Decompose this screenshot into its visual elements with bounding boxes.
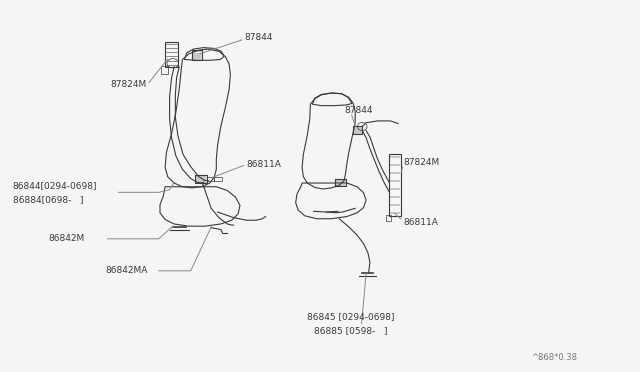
Text: 86842MA: 86842MA — [106, 266, 148, 275]
Text: 86811A: 86811A — [246, 160, 281, 169]
Bar — [192, 50, 202, 60]
Text: 86884[0698-   ]: 86884[0698- ] — [13, 195, 83, 204]
Text: 86842M: 86842M — [48, 234, 84, 243]
Text: 87844: 87844 — [344, 106, 373, 115]
Bar — [161, 66, 168, 74]
Bar — [165, 42, 178, 67]
Text: 87824M: 87824M — [110, 80, 147, 89]
Text: 87824M: 87824M — [403, 158, 440, 167]
Bar — [386, 215, 391, 221]
Text: 86885 [0598-   ]: 86885 [0598- ] — [314, 326, 387, 335]
Text: 87844: 87844 — [244, 33, 273, 42]
Bar — [207, 177, 214, 181]
Text: 86845 [0294-0698]: 86845 [0294-0698] — [307, 312, 395, 321]
Bar — [195, 175, 207, 183]
Text: ^868*0.38: ^868*0.38 — [531, 353, 577, 362]
Bar — [214, 177, 222, 181]
Text: 86844[0294-0698]: 86844[0294-0698] — [13, 181, 97, 190]
Bar — [353, 126, 362, 134]
Bar — [335, 179, 346, 186]
Bar — [389, 154, 401, 216]
Text: 86811A: 86811A — [403, 218, 438, 227]
